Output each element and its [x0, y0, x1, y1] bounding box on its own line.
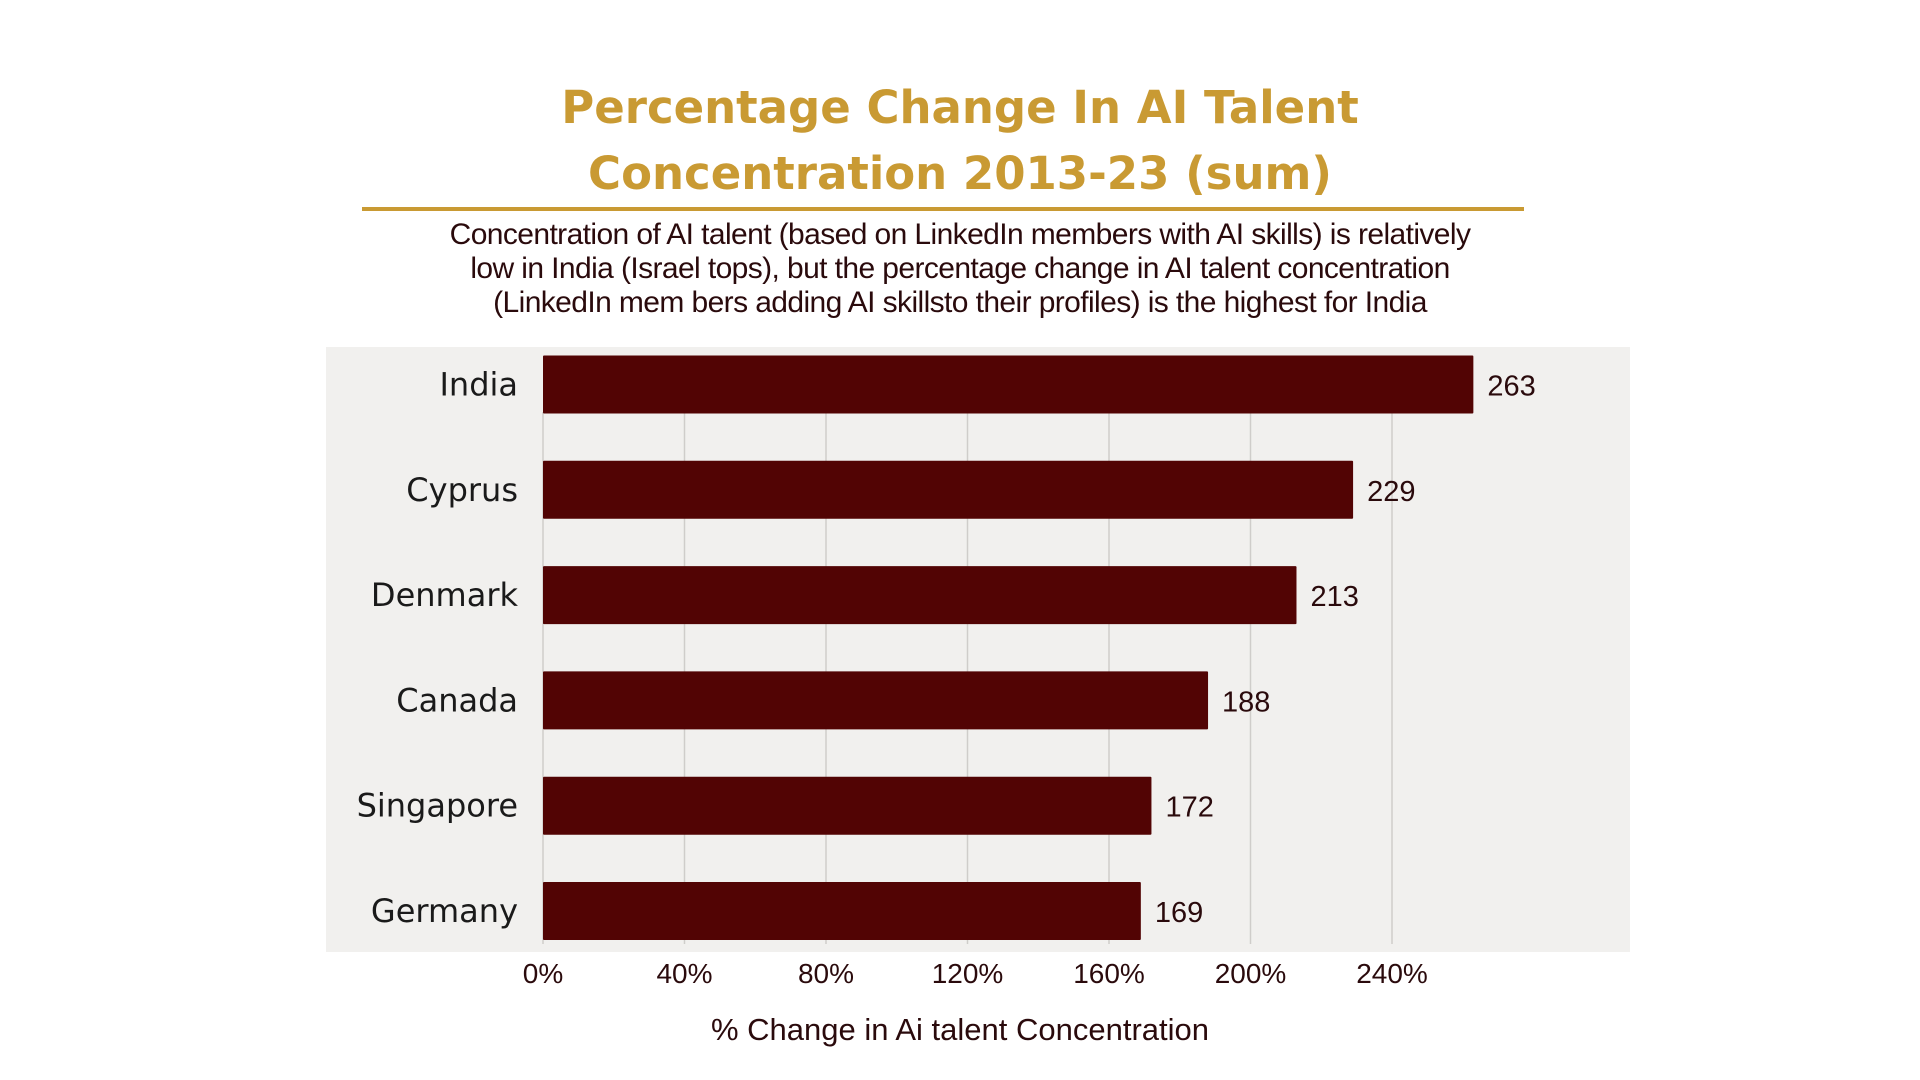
x-tick-labels: 0% 40% 80% 120% 160% 200% 240%: [523, 958, 1428, 989]
category-label-singapore: Singapore: [357, 787, 518, 825]
x-tick-label-3: 120%: [932, 958, 1004, 989]
x-tick-label-6: 240%: [1356, 958, 1428, 989]
category-label-india: India: [439, 366, 518, 404]
chart-title-line-2: Concentration 2013-23 (sum): [588, 147, 1332, 200]
category-label-denmark: Denmark: [371, 576, 519, 614]
bar-cyprus: [543, 460, 1354, 519]
category-label-cyprus: Cyprus: [406, 471, 518, 509]
chart-subtitle: Concentration of AI talent (based on Lin…: [380, 218, 1540, 320]
chart-subtitle-line-1: Concentration of AI talent (based on Lin…: [449, 218, 1471, 251]
chart-subtitle-line-2: low in India (Israel tops), but the perc…: [470, 252, 1450, 285]
value-labels: 263 229 213 188 172 169: [1155, 371, 1536, 930]
bar-singapore: [543, 776, 1152, 835]
x-tick-label-4: 160%: [1073, 958, 1145, 989]
value-label-india: 263: [1487, 371, 1535, 403]
chart-title-line-1: Percentage Change In AI Talent: [561, 81, 1359, 134]
plot-background: [326, 347, 1630, 952]
title-divider: [362, 207, 1524, 211]
bar-denmark: [543, 566, 1297, 625]
value-label-cyprus: 229: [1367, 476, 1415, 508]
chart-title: Percentage Change In AI Talent Concentra…: [0, 75, 1920, 207]
x-tick-label-5: 200%: [1215, 958, 1287, 989]
x-axis-label: % Change in Ai talent Concentration: [710, 1012, 1210, 1047]
value-label-canada: 188: [1222, 686, 1270, 718]
category-label-germany: Germany: [371, 892, 518, 930]
bar-germany: [543, 882, 1141, 940]
x-tick-label-0: 0%: [523, 958, 563, 989]
value-label-germany: 169: [1155, 897, 1203, 929]
bars: [543, 355, 1474, 940]
x-tick-label-1: 40%: [656, 958, 712, 989]
value-label-denmark: 213: [1310, 581, 1358, 613]
category-labels: India Cyprus Denmark Canada Singapore Germany: [357, 366, 519, 931]
bar-canada: [543, 671, 1209, 730]
x-tick-label-2: 80%: [798, 958, 854, 989]
value-label-singapore: 172: [1165, 792, 1213, 824]
category-label-canada: Canada: [396, 681, 518, 719]
chart-subtitle-line-3: (LinkedIn mem bers adding AI skillsto th…: [493, 286, 1427, 319]
bar-india: [543, 355, 1474, 414]
